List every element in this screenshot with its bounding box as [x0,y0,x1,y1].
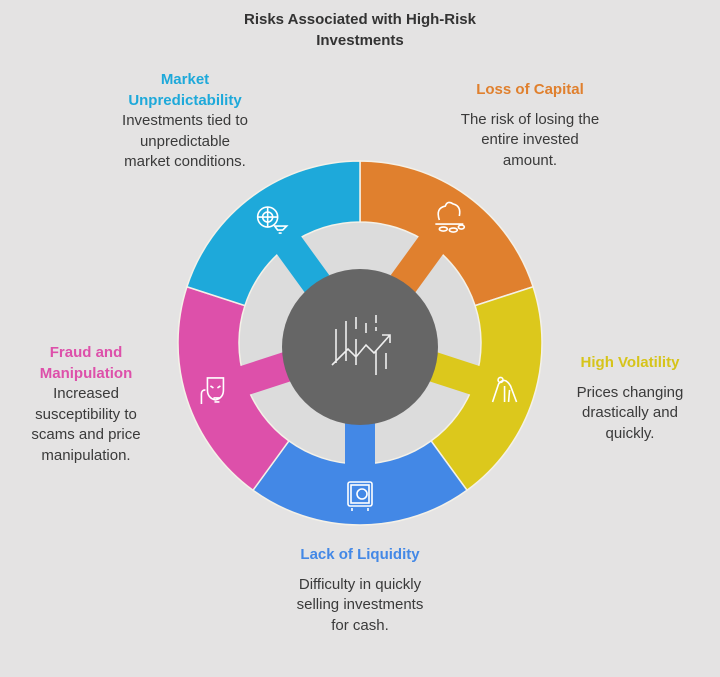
risk-high-volatility: High Volatility Prices changing drastica… [560,353,700,444]
segment-market-unpredictability [185,160,361,307]
risk-description: Difficulty in quickly selling investment… [296,575,424,634]
risk-market-unpredictability: Market Unpredictability Investments tied… [115,70,255,173]
connector-tab [390,234,445,293]
center-hub [282,269,438,425]
connector-tab [275,234,330,293]
risk-loss-of-capital: Loss of Capital The risk of losing the e… [455,80,605,171]
risk-title: Market Unpredictability [128,71,242,109]
mask-icon [200,377,225,404]
roller-coaster-icon [491,376,518,403]
risk-title: Fraud and Manipulation [39,344,133,382]
risk-title: Lack of Liquidity [300,546,420,563]
piggy-bank-coins-icon [435,201,466,233]
connector-tab [345,416,375,466]
connector-tab [238,351,296,396]
safe-icon [347,481,373,511]
risk-title: High Volatility [580,354,680,371]
risk-fraud-and-manipulation: Fraud and Manipulation Increased suscept… [16,343,156,466]
diagram-title: Risks Associated with High-Risk Investme… [243,11,476,49]
risk-description: Investments tied to unpredictable market… [122,112,248,170]
risk-description: Increased susceptibility to scams and pr… [31,385,141,464]
radar-tornado-icon [256,206,289,234]
risk-description: The risk of losing the entire invested a… [460,110,600,169]
rising-chart-icon [331,315,391,375]
connector-tab [424,351,482,396]
risk-title: Loss of Capital [476,81,584,98]
risk-lack-of-liquidity: Lack of Liquidity Difficulty in quickly … [290,545,430,636]
risk-description: Prices changing drastically and quickly. [576,383,684,442]
